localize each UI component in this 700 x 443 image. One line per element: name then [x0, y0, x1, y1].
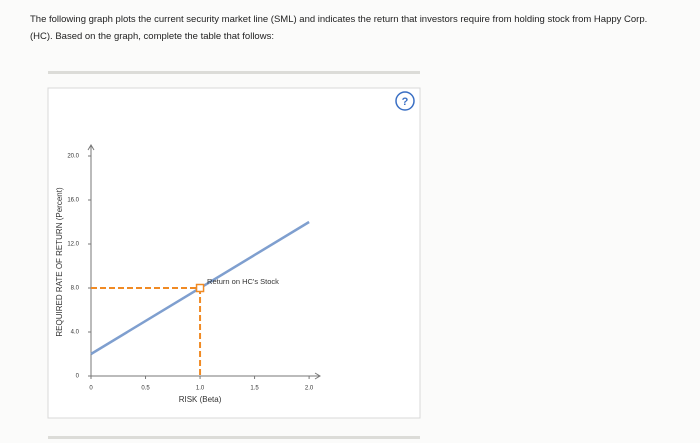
- divider: [48, 436, 420, 439]
- y-tick-label: 8.0: [71, 286, 80, 292]
- chart-panel: [47, 87, 421, 419]
- divider: [48, 71, 420, 74]
- x-tick-label: 1.5: [250, 386, 259, 392]
- x-tick-label: 0.5: [141, 386, 150, 392]
- help-button[interactable]: [395, 91, 415, 111]
- point-label: Return on HC's Stock: [207, 277, 279, 286]
- y-tick-label: 0: [76, 374, 80, 380]
- y-axis-label: REQUIRED RATE OF RETURN (Percent): [55, 187, 64, 337]
- x-tick-label: 2.0: [305, 386, 314, 392]
- x-tick-label: 1.0: [196, 386, 205, 392]
- stock-point: [195, 283, 205, 293]
- y-tick-label: 20.0: [67, 154, 79, 160]
- x-axis-label: RISK (Beta): [179, 395, 222, 404]
- intro-text: The following graph plots the current se…: [30, 14, 648, 42]
- help-icon[interactable]: ?: [402, 96, 409, 108]
- y-axis-arrow: [87, 144, 95, 151]
- y-tick-label: 12.0: [67, 242, 79, 248]
- x-tick-label: 0: [89, 386, 93, 392]
- y-tick-label: 4.0: [71, 330, 80, 336]
- x-axis-arrow: [314, 372, 321, 380]
- y-tick-label: 16.0: [67, 198, 79, 204]
